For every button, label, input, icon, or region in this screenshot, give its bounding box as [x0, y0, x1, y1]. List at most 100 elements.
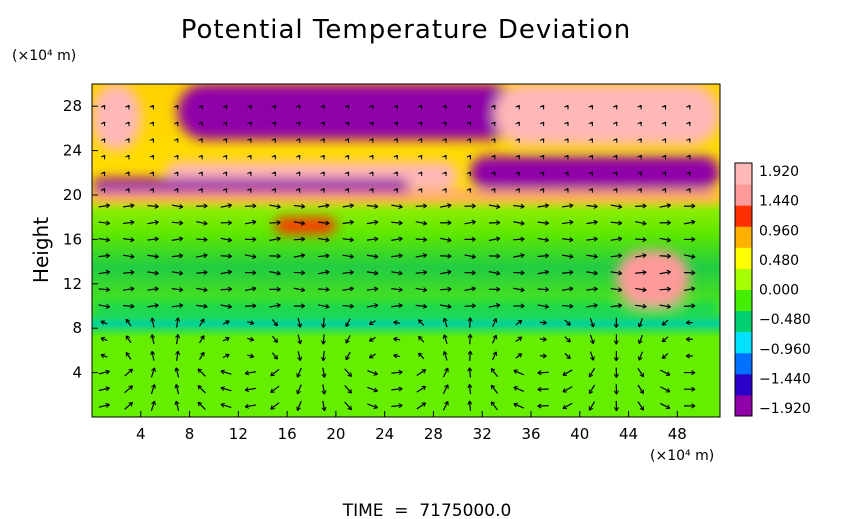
wind-vector-head: [520, 270, 525, 276]
wind-vector-head: [369, 104, 374, 110]
wind-vector-head: [495, 270, 501, 276]
wind-vector: [391, 388, 403, 391]
wind-vector: [537, 388, 549, 391]
colorbar-swatch: [735, 352, 752, 375]
x-tick-label: 24: [375, 425, 394, 443]
wind-vector-head: [373, 370, 378, 376]
wind-vector-head: [203, 253, 208, 259]
wind-vector-head: [612, 154, 618, 160]
wind-vector-head: [691, 303, 696, 309]
wind-vector-head: [249, 336, 255, 342]
wind-vector-head: [637, 121, 642, 127]
wind-vector: [147, 304, 159, 308]
wind-vector-head: [249, 353, 255, 359]
wind-vector-head: [417, 188, 423, 193]
wind-vector-head: [349, 203, 354, 209]
wind-vector-head: [491, 138, 496, 143]
wind-vector-head: [442, 188, 447, 193]
wind-vector-head: [542, 353, 547, 359]
wind-vector: [151, 317, 155, 328]
wind-vector-head: [417, 104, 423, 110]
wind-vector: [564, 352, 571, 360]
wind-vector-head: [593, 253, 598, 259]
colorbar-swatch: [735, 373, 752, 396]
wind-vector-head: [320, 340, 327, 345]
wind-vector-head: [130, 203, 135, 209]
wind-vector: [537, 271, 549, 275]
wind-vector: [659, 304, 671, 308]
wind-vector: [318, 304, 330, 308]
wind-vector-head: [515, 121, 520, 127]
wind-vector-head: [297, 339, 303, 345]
wind-vector-head: [665, 404, 671, 410]
wind-vector: [683, 305, 696, 307]
wind-vector-head: [666, 269, 671, 275]
wind-vector: [415, 304, 427, 308]
wind-vector: [491, 351, 497, 361]
wind-vector-head: [544, 237, 550, 243]
wind-vector-head: [178, 287, 184, 293]
wind-vector-head: [639, 389, 645, 394]
wind-vector: [342, 287, 354, 291]
wind-vector-head: [220, 402, 226, 408]
wind-vector: [513, 204, 525, 208]
wind-vector-head: [422, 287, 428, 293]
colorbar-label: 0.960: [759, 223, 799, 239]
wind-vector: [418, 319, 425, 326]
y-axis: 4 8 12 16 20 24 28: [63, 97, 98, 382]
wind-vector: [491, 318, 497, 327]
wind-vector: [345, 318, 351, 327]
y-unit-label: (×10⁴ m): [12, 48, 76, 64]
wind-vector-head: [200, 335, 205, 340]
wind-vector-head: [569, 253, 574, 259]
wind-vector-head: [471, 270, 476, 276]
wind-vector-head: [466, 138, 472, 143]
wind-vector-head: [471, 254, 476, 259]
colorbar-swatch: [735, 163, 752, 185]
wind-vector: [344, 384, 352, 394]
wind-vector: [322, 384, 326, 395]
wind-vector-head: [174, 154, 179, 160]
wind-vector-head: [393, 138, 398, 143]
y-axis-label: Height: [29, 217, 53, 283]
wind-vector: [342, 204, 354, 208]
wind-vector-head: [612, 138, 618, 143]
wind-vector: [418, 335, 425, 343]
wind-vector: [98, 304, 110, 308]
wind-vector: [490, 401, 498, 411]
wind-vector: [247, 354, 254, 358]
wind-vector: [635, 304, 647, 308]
wind-vector-head: [320, 188, 325, 193]
wind-vector-head: [100, 320, 106, 325]
wind-vector-head: [686, 188, 691, 193]
wind-vector: [586, 204, 598, 208]
wind-vector-head: [517, 353, 523, 358]
wind-vector-head: [666, 203, 671, 209]
wind-vector-head: [295, 171, 301, 177]
wind-vector-head: [562, 404, 568, 410]
wind-vector: [98, 288, 110, 291]
wind-vector-head: [100, 138, 106, 143]
wind-vector: [318, 237, 330, 241]
wind-vector-head: [398, 253, 403, 259]
wind-vector: [661, 353, 669, 359]
wind-vector: [245, 371, 257, 375]
wind-vector-head: [149, 171, 155, 177]
wind-vector-head: [642, 220, 647, 226]
wind-vector-head: [569, 237, 574, 243]
wind-vector-head: [349, 253, 354, 259]
wind-vector-head: [225, 320, 230, 325]
wind-vector-head: [178, 253, 184, 259]
wind-vector-head: [466, 188, 472, 193]
wind-vector: [537, 221, 549, 224]
wind-vector-head: [590, 322, 595, 328]
wind-vector: [366, 288, 379, 291]
colorbar-swatch: [735, 184, 752, 206]
wind-vector: [293, 271, 305, 274]
wind-vector: [659, 271, 671, 275]
wind-vector: [537, 371, 549, 374]
wind-vector: [415, 221, 427, 225]
wind-vector: [442, 384, 449, 395]
wind-vector-head: [149, 188, 155, 193]
wind-vector-head: [562, 388, 568, 393]
